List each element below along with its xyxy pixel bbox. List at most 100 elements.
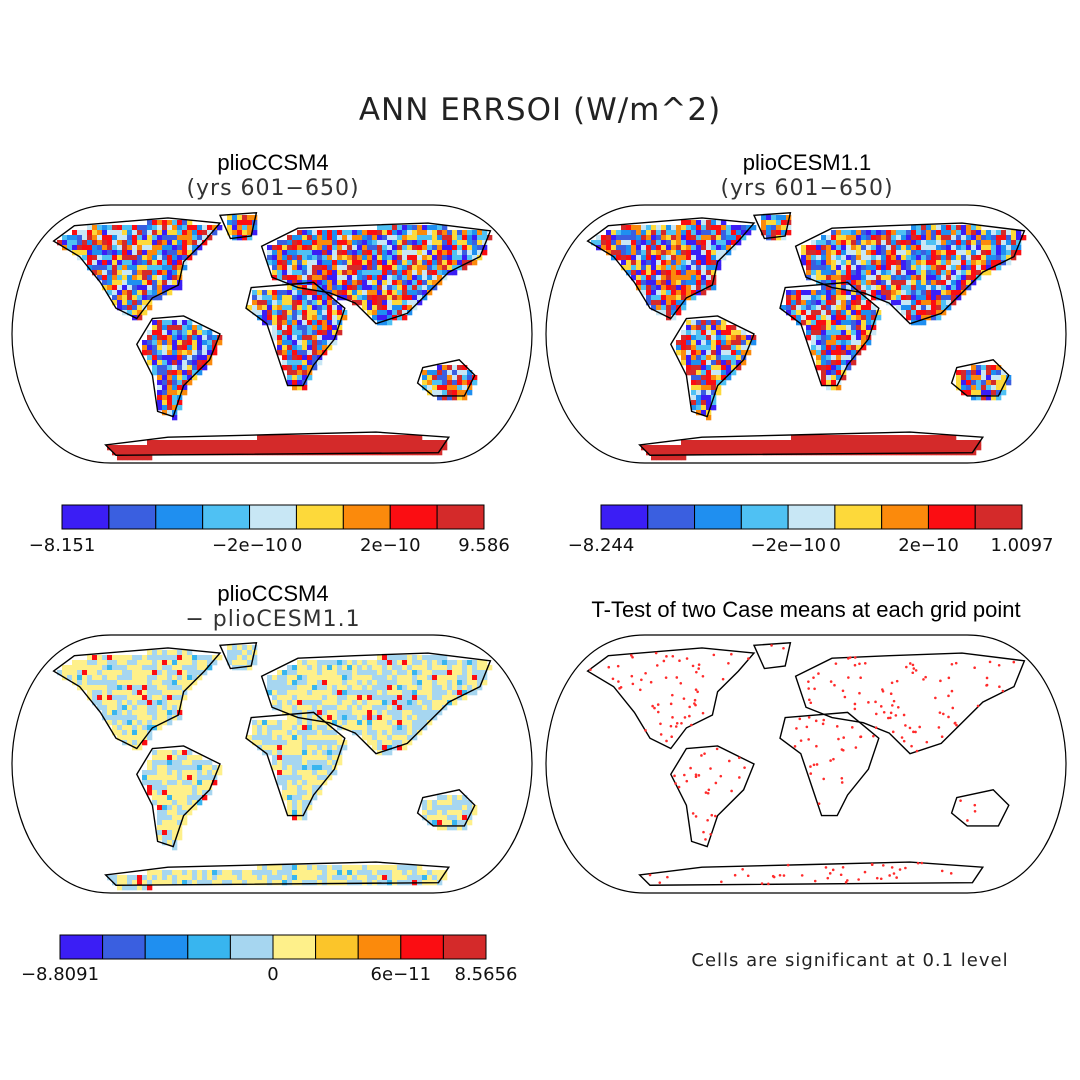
significance-dot [951,706,955,710]
significance-dot [815,744,818,748]
map-c [11,634,533,894]
significance-dot [815,763,819,766]
significance-dot [853,663,857,667]
colorbar-tick-label: 1.0097 [990,535,1054,556]
significance-dot [857,878,860,881]
significance-dot [671,693,674,697]
significance-dot [664,676,668,679]
significance-dot [881,689,885,693]
significance-dot [914,669,918,672]
significance-dot [611,677,615,681]
significance-dot [1001,689,1005,693]
data-field [52,641,493,891]
colorbar-swatch [295,504,344,530]
significance-dot [798,717,802,721]
significance-dot [703,752,706,755]
coastline [260,652,492,755]
coastline [52,217,222,320]
significance-dot [902,713,906,717]
significance-dot [807,716,811,719]
significance-dot [671,716,674,719]
significance-dot [706,791,710,795]
significance-dot [616,664,620,668]
significance-dot [665,655,668,658]
significance-dot [807,680,810,683]
significance-dot [918,725,921,729]
significance-dot [677,785,681,789]
colorbar-swatch [315,934,359,960]
significance-dot [1012,660,1016,664]
significance-dot [914,730,917,734]
significance-dot [898,868,902,871]
significance-dot [809,765,812,768]
significance-dot [902,739,906,743]
significance-dot [696,690,699,694]
significance-dot [915,749,919,753]
significance-dot [821,722,825,726]
significance-dot [697,774,701,777]
significance-dot [950,662,954,666]
significance-dot [973,666,976,669]
colorbar-tick-label: 2e−10 [898,535,959,556]
significance-dot [950,689,954,693]
significance-dot [814,719,818,723]
significance-dot [848,656,852,659]
coastline [416,359,476,397]
significance-dot [812,676,815,679]
significance-dot [659,733,663,736]
significance-dot [922,678,925,681]
colorbar-swatch [647,504,696,530]
significance-dot [896,705,900,709]
significance-dot [890,681,894,685]
significance-dot [850,726,854,729]
panel-d-title: T-Test of two Case means at each grid po… [591,597,1021,622]
significance-dot [911,671,915,675]
significance-dot [959,799,962,802]
significance-dot [714,781,718,785]
colorbar-swatch [229,934,274,960]
colorbar-swatch [61,504,110,530]
colorbar-tick-label: −8.8091 [20,964,100,985]
significance-dot [847,676,850,679]
significance-dot [858,691,861,695]
colorbar-b [600,504,1023,530]
significance-dot [738,776,741,779]
significance-dot [662,659,666,663]
significance-dot [879,705,883,708]
significance-dot [826,876,830,880]
significance-dot [701,711,705,715]
significance-dot [846,657,850,660]
significance-dot [786,863,790,867]
significance-dot [799,739,803,742]
significance-dot [704,791,708,794]
significance-dot [709,767,712,770]
significance-dot [670,735,673,739]
significance-dot [867,701,870,704]
significance-dot [854,746,858,749]
colorbar-swatch [974,504,1023,530]
coastline [218,641,258,670]
significance-dot [858,662,861,666]
significance-dot [900,736,904,739]
significance-dot [908,726,912,730]
significance-dot [630,654,633,657]
significance-dot [809,772,813,775]
significance-dot [886,716,890,720]
significance-dot [863,661,867,665]
significance-dot [940,735,944,739]
colorbar-tick-label: 2e−10 [360,535,421,556]
colorbar-swatch [600,504,649,530]
ocean-background [546,635,1066,893]
significance-dot [694,773,698,777]
colorbar-swatch [144,934,189,960]
significance-dot [690,723,693,727]
significance-dot [842,736,845,739]
significance-dot [656,703,660,706]
coastline [416,789,476,827]
significance-dot [782,874,786,877]
colorbar-swatch [834,504,883,530]
significance-dot [746,874,750,878]
colorbar-swatch [442,934,487,960]
colorbar-swatch [389,504,438,530]
significance-dot [954,661,958,665]
